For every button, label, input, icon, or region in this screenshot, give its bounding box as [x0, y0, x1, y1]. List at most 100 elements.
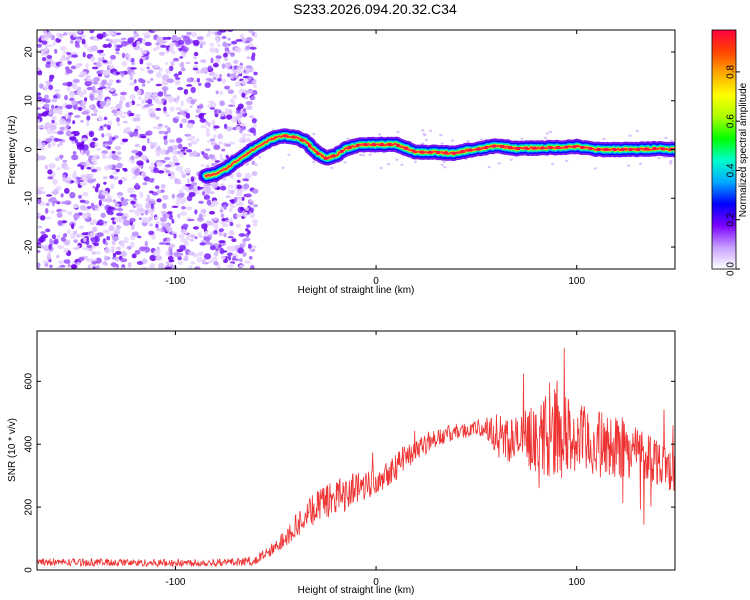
noise-speckle	[151, 235, 156, 240]
noise-speckle	[74, 139, 79, 144]
noise-speckle	[95, 62, 103, 68]
noise-speckle	[137, 235, 142, 239]
noise-speckle	[145, 209, 149, 216]
noise-speckle	[169, 106, 175, 112]
noise-speckle	[150, 144, 155, 149]
noise-speckle	[198, 113, 205, 119]
noise-speckle	[45, 45, 49, 52]
noise-speckle	[78, 74, 85, 78]
noise-speckle	[227, 188, 231, 195]
noise-speckle	[346, 137, 350, 141]
noise-speckle	[41, 35, 46, 39]
noise-speckle	[216, 186, 220, 190]
noise-speckle	[170, 60, 175, 67]
noise-speckle	[115, 44, 123, 48]
noise-speckle	[136, 160, 144, 166]
noise-speckle	[73, 170, 77, 176]
noise-speckle	[67, 121, 71, 124]
noise-speckle	[104, 143, 110, 147]
noise-speckle	[86, 166, 92, 170]
noise-speckle	[86, 244, 93, 249]
noise-speckle	[47, 143, 52, 149]
noise-speckle	[204, 82, 211, 88]
noise-speckle	[113, 40, 117, 47]
noise-speckle	[236, 188, 243, 195]
noise-speckle	[245, 228, 249, 232]
noise-speckle	[227, 236, 234, 239]
noise-speckle	[46, 61, 51, 65]
noise-speckle	[155, 255, 163, 261]
noise-speckle	[120, 200, 129, 207]
noise-speckle	[161, 86, 169, 91]
noise-speckle	[185, 206, 193, 211]
noise-speckle	[103, 255, 108, 261]
noise-speckle	[48, 244, 52, 250]
noise-speckle	[215, 34, 221, 38]
noise-speckle	[154, 100, 163, 104]
noise-speckle	[87, 265, 91, 269]
noise-speckle	[63, 166, 70, 171]
noise-speckle	[163, 106, 167, 113]
noise-speckle	[207, 65, 213, 70]
noise-speckle	[202, 59, 207, 64]
noise-speckle	[180, 67, 186, 72]
noise-speckle	[230, 189, 235, 195]
snr-series-line	[37, 347, 675, 568]
noise-speckle	[244, 260, 252, 264]
noise-speckle	[177, 213, 181, 219]
noise-speckle	[160, 216, 167, 222]
noise-speckle	[66, 124, 70, 129]
noise-speckle	[161, 74, 170, 81]
noise-speckle	[97, 94, 104, 100]
noise-speckle	[136, 260, 144, 265]
noise-speckle	[179, 152, 185, 158]
noise-speckle	[177, 39, 185, 46]
noise-speckle	[229, 245, 237, 252]
noise-speckle	[239, 264, 245, 268]
noise-speckle	[211, 256, 218, 263]
noise-speckle	[59, 46, 67, 51]
noise-speckle	[107, 156, 112, 159]
noise-speckle	[219, 206, 225, 210]
noise-speckle	[213, 251, 219, 257]
noise-speckle	[85, 160, 90, 165]
noise-speckle	[202, 258, 206, 265]
ridge-peak	[532, 146, 537, 150]
noise-speckle	[241, 92, 246, 98]
noise-speckle	[86, 206, 92, 209]
noise-speckle	[88, 155, 92, 162]
noise-speckle	[183, 88, 189, 95]
noise-speckle	[105, 133, 112, 137]
noise-speckle	[251, 160, 255, 165]
noise-speckle	[237, 201, 244, 207]
noise-speckle	[190, 261, 196, 265]
spectrogram-x-ticks: -100 0 100	[165, 30, 585, 287]
noise-speckle	[135, 182, 140, 189]
noise-speckle	[125, 53, 131, 58]
noise-speckle	[203, 236, 207, 241]
noise-speckle	[71, 223, 75, 230]
ridge-peak	[516, 147, 520, 150]
noise-speckle	[163, 111, 168, 114]
noise-speckle	[92, 185, 96, 189]
noise-speckle	[220, 111, 225, 117]
noise-speckle	[225, 195, 231, 198]
noise-speckle	[593, 167, 597, 170]
noise-speckle	[74, 41, 80, 48]
noise-speckle	[167, 95, 174, 101]
noise-speckle	[173, 144, 179, 150]
noise-speckle	[112, 199, 117, 203]
noise-speckle	[248, 30, 254, 34]
noise-speckle	[107, 43, 112, 48]
noise-speckle	[171, 205, 179, 208]
noise-speckle	[87, 178, 94, 184]
y-tick-label: -20	[24, 239, 35, 254]
noise-speckle	[129, 74, 134, 81]
ridge-peak	[580, 146, 585, 149]
noise-speckle	[157, 91, 164, 97]
noise-speckle	[116, 122, 121, 127]
colorbar-tick-label: 0.2	[726, 212, 737, 226]
noise-speckle	[124, 237, 129, 241]
noise-speckle	[185, 183, 192, 187]
